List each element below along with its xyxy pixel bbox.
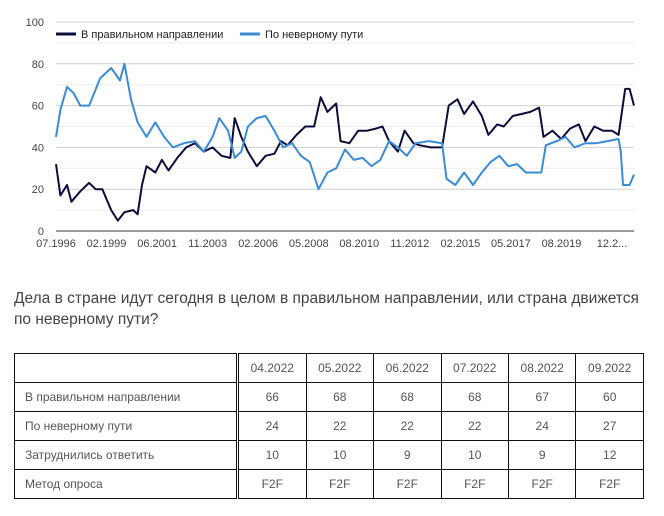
table-cell: 68 [305,382,375,412]
table-header-row: 04.2022 05.2022 06.2022 07.2022 08.2022 09.20… [14,353,644,383]
x-tick-label: 11.2012 [390,238,429,250]
row-label: По неверному пути [14,411,239,441]
table-row: По неверному пути 24 22 22 22 24 27 [14,411,644,441]
survey-question: Дела в стране идут сегодня в целом в пра… [14,290,639,328]
table-cell: 10 [237,440,307,470]
table-cell: F2F [440,469,509,499]
x-tick-label: 08.2010 [339,238,379,250]
table-cell: F2F [237,469,307,499]
table-cell: 9 [373,440,442,470]
column-header: 09.2022 [575,353,644,383]
table-cell: F2F [507,469,577,499]
legend-label: По неверному пути [265,29,363,41]
table-cell: 27 [575,411,644,441]
x-tick-label: 02.2006 [238,238,278,250]
table-cell: 24 [507,411,577,441]
row-label: Метод опроса [14,469,239,499]
table-cell: 24 [237,411,307,441]
table-cell: 66 [237,382,307,412]
y-tick-label: 0 [38,226,44,238]
table-cell: F2F [575,469,644,499]
column-header: 05.2022 [305,353,375,383]
x-tick-label: 05.2008 [289,238,329,250]
column-header: 04.2022 [237,353,307,383]
table-cell: 9 [507,440,577,470]
column-header: 06.2022 [373,353,442,383]
x-tick-label: 12.2... [597,238,628,250]
y-tick-label: 40 [32,142,44,154]
y-tick-label: 60 [32,101,44,113]
table-cell: 68 [373,382,442,412]
table-cell: 12 [575,440,644,470]
table-cell: 22 [373,411,442,441]
row-label: Затруднились ответить [14,440,239,470]
series-line-0 [55,87,635,222]
legend-label: В правильном направлении [81,29,223,41]
table-cell: 22 [440,411,509,441]
x-tick-label: 05.2017 [491,238,531,250]
column-header: 07.2022 [440,353,509,383]
y-tick-label: 20 [32,184,44,196]
results-table: 04.2022 05.2022 06.2022 07.2022 08.2022 09.20… [14,353,644,499]
x-tick-label: 02.2015 [440,238,480,250]
table-cell: 10 [440,440,509,470]
x-tick-label: 11.2003 [188,238,227,250]
y-tick-label: 80 [32,59,44,71]
x-tick-label: 06.2001 [137,238,177,250]
x-tick-label: 02.1999 [87,238,127,250]
row-label: В правильном направлении [14,382,239,412]
table-row: Метод опроса F2F F2F F2F F2F F2F F2F [14,469,644,499]
table-cell: F2F [373,469,442,499]
column-header [14,353,239,383]
x-tick-label: 08.2019 [542,238,582,250]
table-row: Затруднились ответить 10 10 9 10 9 12 [14,440,644,470]
table-row: В правильном направлении 66 68 68 68 67 60 [14,382,644,412]
line-chart: 0 20 40 60 80 100 07.1996 02.1999 06.2001 11.2003… [26,17,635,250]
x-tick-label: 07.1996 [36,238,76,250]
table-cell: 68 [440,382,509,412]
table-cell: F2F [305,469,375,499]
table-cell: 60 [575,382,644,412]
column-header: 08.2022 [507,353,577,383]
y-tick-label: 100 [26,17,44,29]
table-cell: 22 [305,411,375,441]
series-line-1 [55,62,635,191]
table-cell: 10 [305,440,375,470]
table-cell: 67 [507,382,577,412]
